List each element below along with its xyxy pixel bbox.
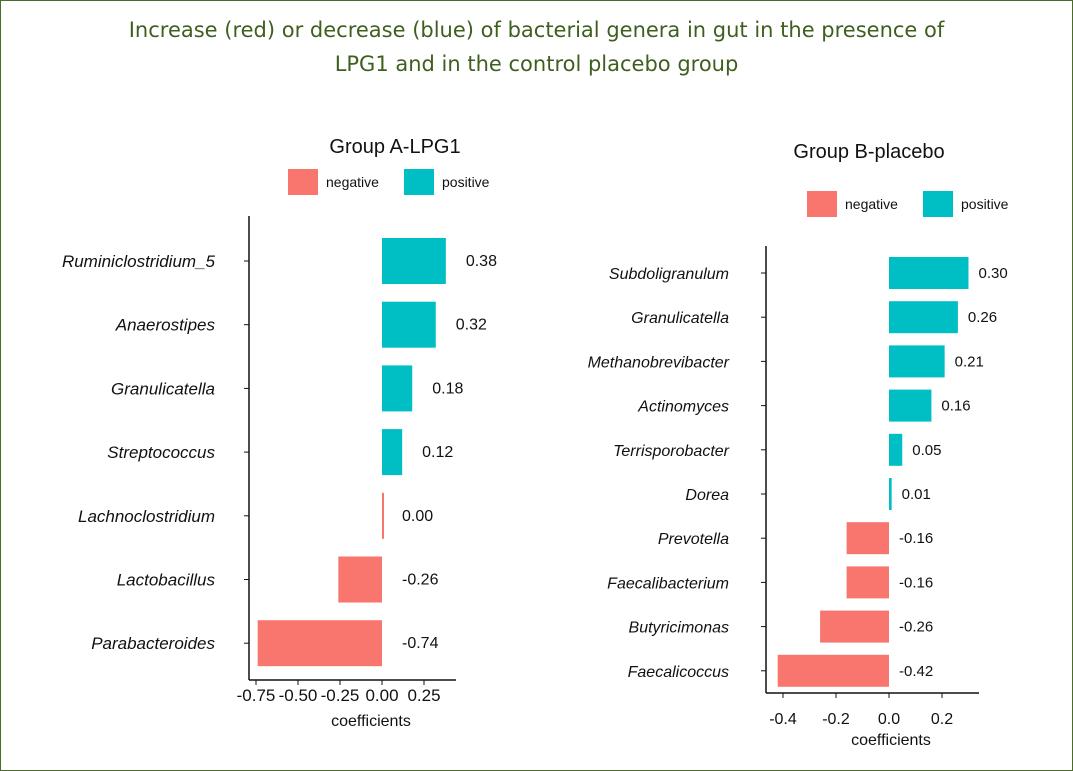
- chart-1-category-label: Parabacteroides: [91, 634, 215, 653]
- chart-1-data-label: 0.32: [456, 317, 487, 334]
- figure-title: Increase (red) or decrease (blue) of bac…: [1, 13, 1072, 81]
- chart-1-category-label: Streptococcus: [107, 443, 215, 462]
- chart-2-bar: [820, 610, 889, 643]
- chart-1-x-axis-label: coefficients: [331, 713, 411, 730]
- chart-1-bar: [382, 365, 413, 412]
- chart-2-bar: [846, 566, 889, 599]
- chart-2-bar: [889, 478, 892, 510]
- chart-2-bar: [889, 345, 945, 378]
- chart-1-category-label: Lachnoclostridium: [78, 507, 215, 526]
- chart-2-category-label: Butyricimonas: [629, 620, 729, 637]
- chart-1-data-label: 0.18: [432, 380, 463, 397]
- chart-2-legend-swatch-negative: [807, 191, 837, 217]
- chart-2-data-label: -0.26: [899, 619, 933, 636]
- chart-2-data-label: 0.26: [968, 309, 997, 326]
- chart-2-category-label: Subdoligranulum: [609, 266, 729, 283]
- chart-2-legend-swatch-positive: [923, 191, 953, 217]
- chart-1-category-label: Ruminiclostridium_5: [62, 252, 216, 271]
- chart-1-x-tick-label: -0.25: [321, 686, 360, 705]
- chart-1-data-label: 0.12: [422, 444, 453, 461]
- chart-2-x-tick-label: -0.4: [769, 711, 797, 728]
- chart-1-legend-swatch-positive: [404, 169, 434, 195]
- chart-2-x-axis-label: coefficients: [851, 732, 931, 749]
- chart-2-data-label: -0.42: [899, 663, 933, 680]
- chart-1-category-label: Anaerostipes: [115, 316, 216, 335]
- chart-1-x-tick-label: 0.00: [365, 686, 398, 705]
- chart-2-bar: [889, 301, 958, 334]
- chart-2-category-label: Faecalibacterium: [607, 575, 729, 592]
- chart-2-category-label: Methanobrevibacter: [588, 354, 730, 371]
- chart-2-data-label: 0.30: [979, 265, 1008, 282]
- chart-2-bar: [889, 433, 903, 466]
- chart-1-data-label: 0.38: [466, 253, 497, 270]
- chart-2-x-tick-label: -0.2: [822, 711, 850, 728]
- chart-1-bar: [338, 556, 382, 603]
- chart-1-x-tick-label: -0.50: [279, 686, 318, 705]
- chart-1-legend-label-positive: positive: [442, 174, 490, 190]
- chart-1-legend-swatch-negative: [288, 169, 318, 195]
- chart-2-bar: [777, 654, 889, 687]
- chart-2-category-label: Prevotella: [658, 531, 729, 548]
- chart-2-category-label: Terrisporobacter: [613, 443, 730, 460]
- chart-2-data-label: -0.16: [899, 574, 933, 591]
- chart-2-category-label: Faecalicoccus: [628, 664, 729, 681]
- chart-2-data-label: 0.21: [955, 353, 984, 370]
- chart-2-data-label: 0.16: [941, 398, 970, 415]
- chart-1-data-label: -0.26: [402, 572, 439, 589]
- title-line-1: Increase (red) or decrease (blue) of bac…: [128, 18, 945, 42]
- chart-2-data-label: -0.16: [899, 530, 933, 547]
- chart-1-data-label: -0.74: [402, 635, 439, 652]
- chart-1-x-tick-label: 0.25: [407, 686, 440, 705]
- chart-1-bar: [382, 429, 403, 476]
- chart-2-x-tick-label: 0.2: [931, 711, 953, 728]
- chart-1-data-label: 0.00: [402, 508, 433, 525]
- chart-2-category-label: Dorea: [685, 487, 729, 504]
- chart-1-legend-label-negative: negative: [326, 174, 379, 190]
- chart-2-x-tick-label: 0.0: [878, 711, 900, 728]
- chart-1-bar: [382, 238, 446, 284]
- chart-1-title: Group A-LPG1: [329, 136, 460, 158]
- title-line-2: LPG1 and in the control placebo group: [334, 52, 739, 76]
- chart-2-title: Group B-placebo: [793, 141, 944, 163]
- chart-2-category-label: Actinomyces: [637, 399, 729, 416]
- chart-2-category-label: Granulicatella: [631, 310, 729, 327]
- chart-1-category-label: Granulicatella: [111, 379, 215, 398]
- chart-2-data-label: 0.05: [912, 442, 941, 459]
- chart-2-bar: [889, 389, 932, 422]
- chart-1-x-tick-label: -0.75: [237, 686, 276, 705]
- chart-1-bar: [382, 492, 384, 539]
- chart-2-legend-label-positive: positive: [961, 196, 1009, 212]
- chart-1-category-label: Lactobacillus: [117, 571, 216, 590]
- chart-2-data-label: 0.01: [902, 486, 931, 503]
- chart-1-bar: [257, 620, 382, 667]
- chart-2-bar: [889, 257, 969, 289]
- chart-2-legend-label-negative: negative: [845, 196, 898, 212]
- chart-1-bar: [382, 301, 436, 348]
- chart-2-bar: [846, 522, 889, 555]
